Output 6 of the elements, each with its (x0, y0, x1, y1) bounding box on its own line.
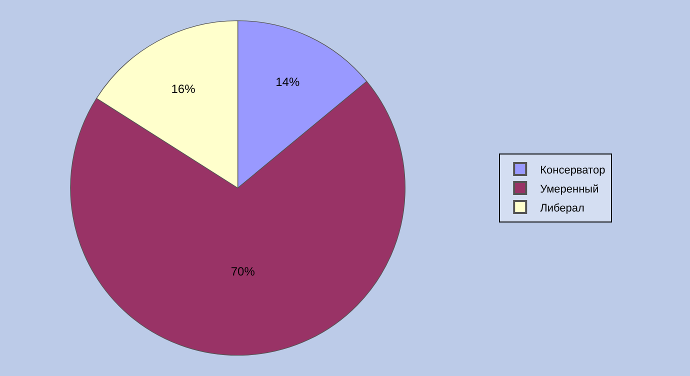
data-label: 16% (171, 82, 196, 96)
data-label: 14% (276, 74, 300, 89)
legend-label: Умеренный (540, 183, 599, 196)
legend-label: Либерал (540, 202, 584, 214)
legend-label: Консерватор (540, 164, 606, 176)
data-label: 70% (230, 264, 256, 278)
